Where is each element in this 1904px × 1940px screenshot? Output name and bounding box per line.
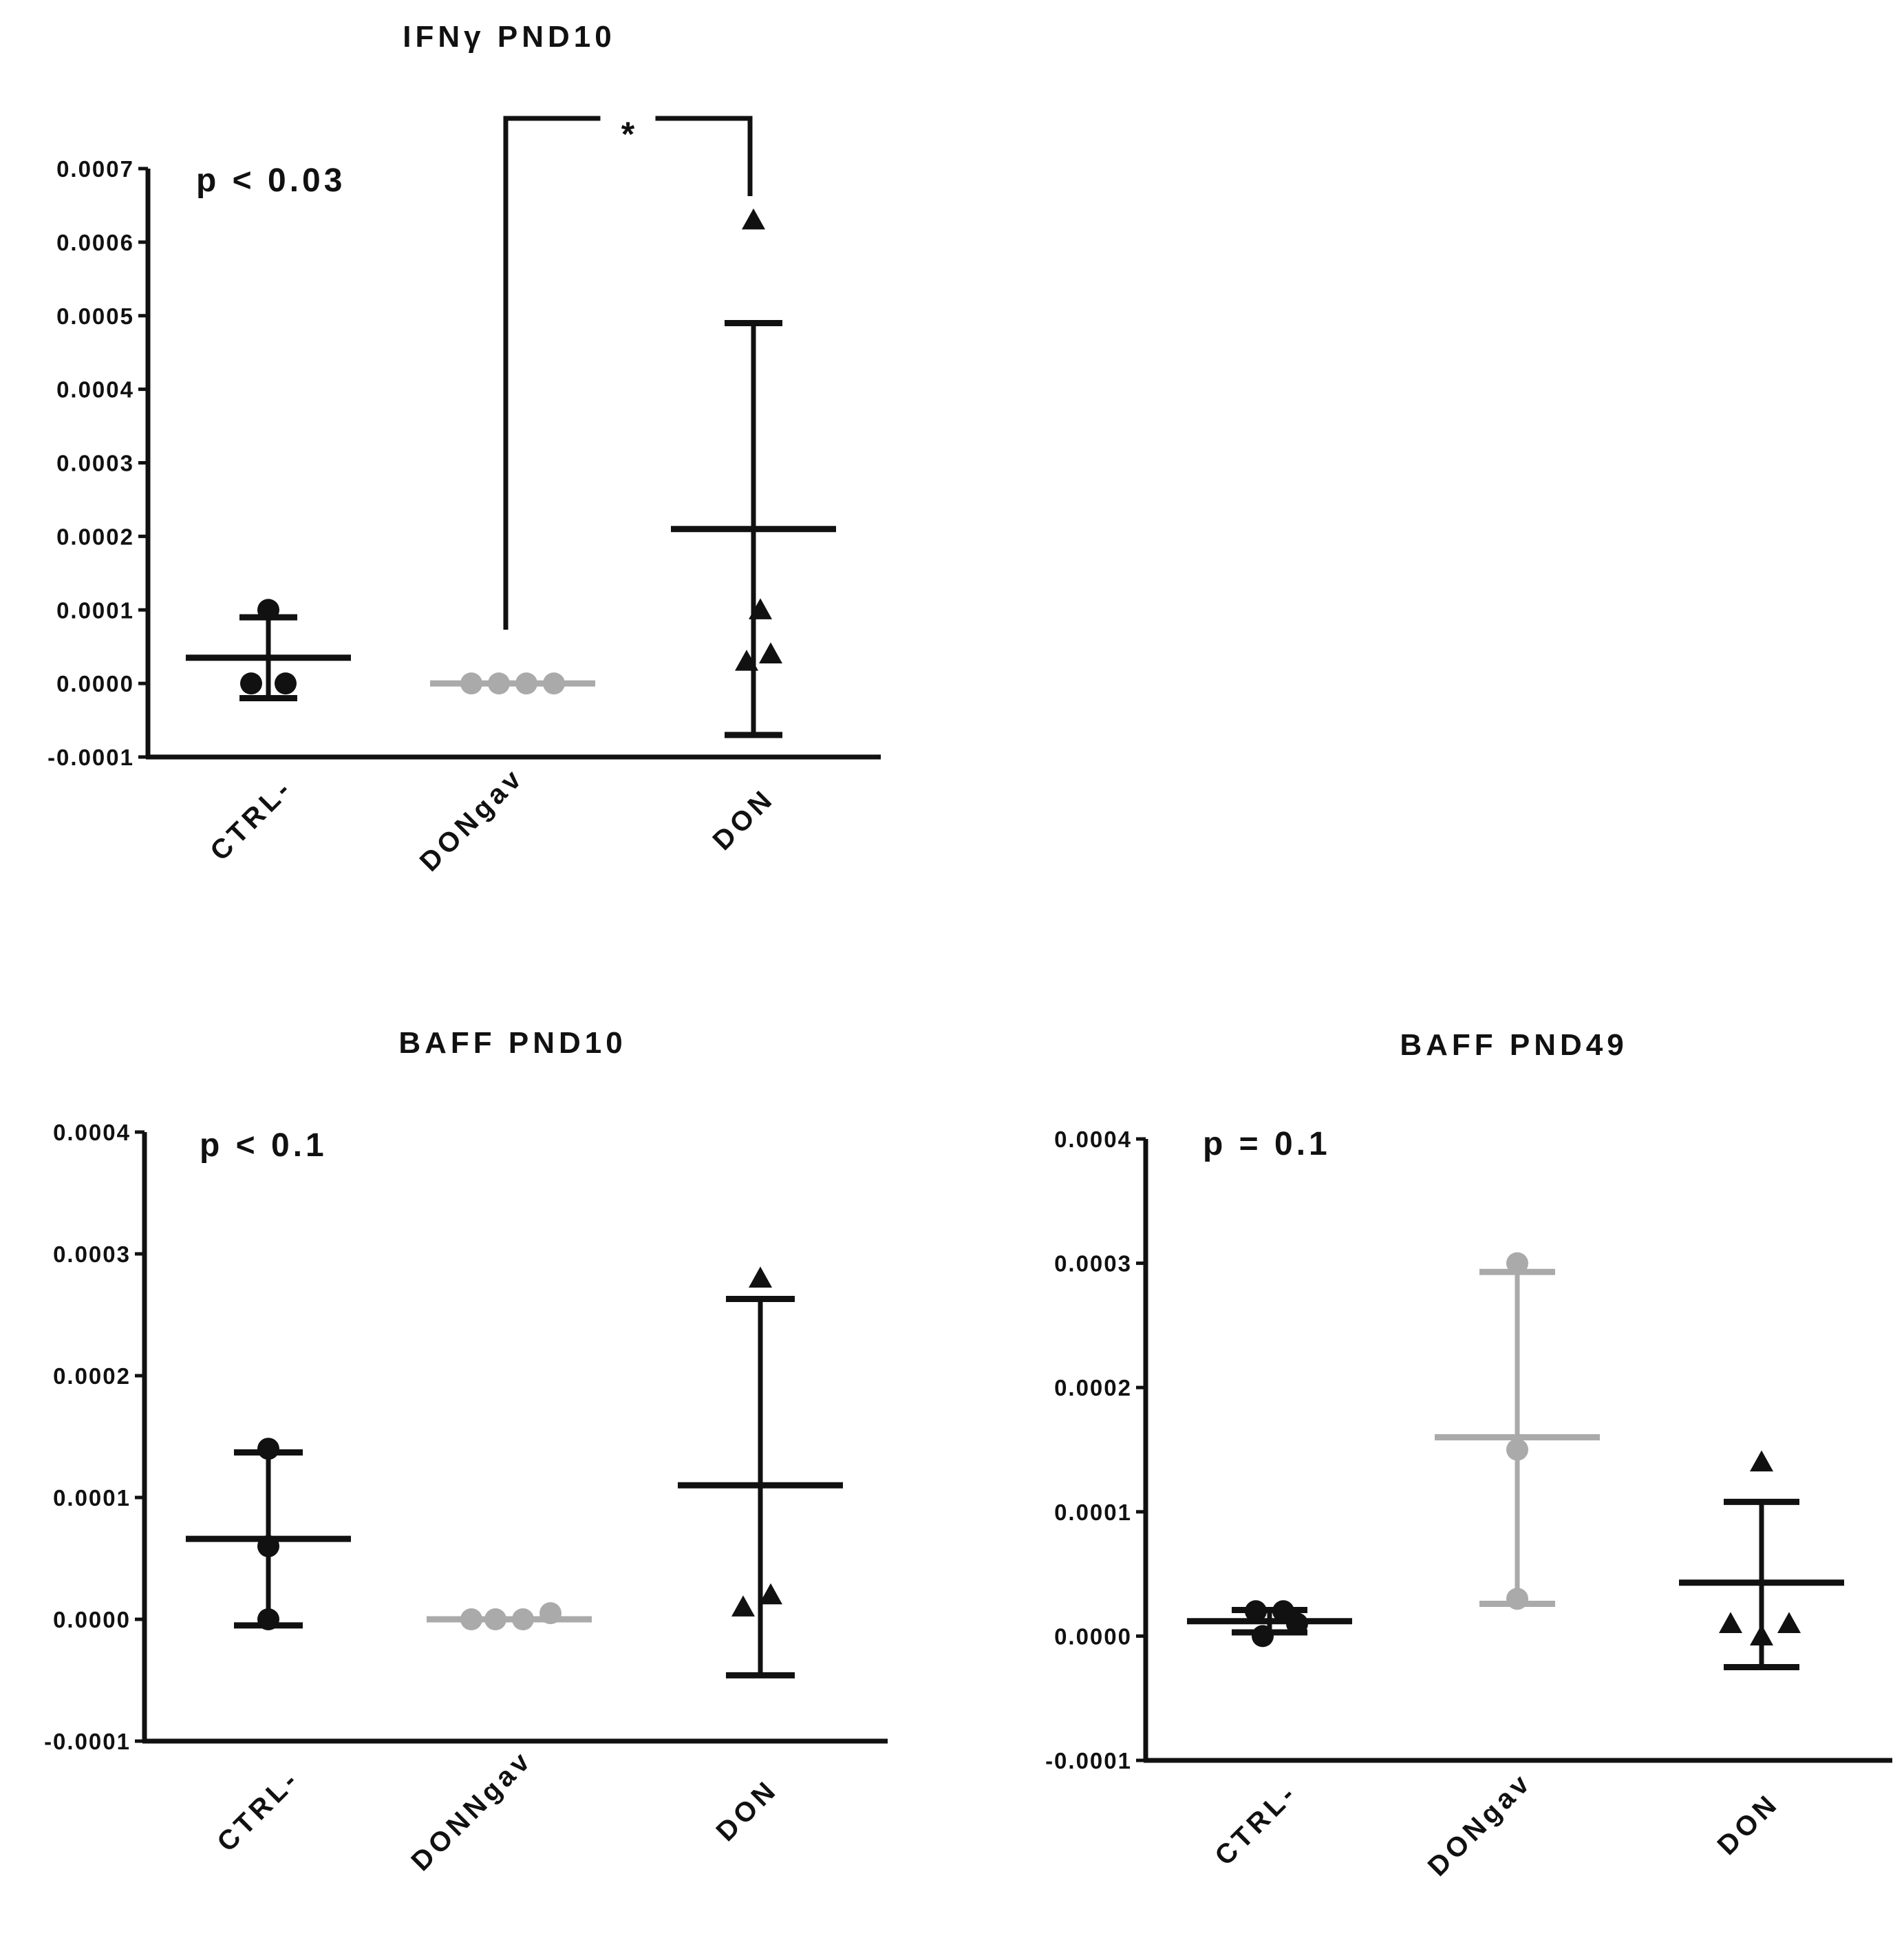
group-ctrl- [186, 1438, 351, 1630]
p-value-annotation: p = 0.1 [1203, 1126, 1331, 1162]
y-tick-label: 0.0001 [1054, 1500, 1132, 1525]
data-point-circle [1506, 1438, 1528, 1461]
data-point-circle [1506, 1588, 1528, 1610]
significance-bracket: * [503, 115, 753, 630]
y-tick-label: 0.0005 [56, 303, 134, 329]
p-value-annotation: p < 0.03 [196, 162, 345, 199]
group-dongav [430, 672, 595, 695]
data-point-triangle [759, 1583, 782, 1605]
data-point-circle [275, 672, 297, 695]
y-tick-label: 0.0001 [53, 1485, 131, 1511]
data-point-triangle [1719, 1612, 1742, 1633]
data-point-triangle [1750, 1450, 1773, 1472]
group-dongav [1435, 1252, 1600, 1610]
y-tick-label: 0.0004 [53, 1120, 131, 1145]
chart-title: BAFF PND10 [398, 1026, 626, 1060]
data-point-circle [1245, 1600, 1267, 1623]
group-ctrl- [1187, 1600, 1352, 1648]
bracket-right [655, 116, 753, 196]
y-tick-label: 0.0007 [56, 156, 134, 182]
y-tick-label: -0.0001 [47, 745, 134, 770]
data-point-triangle [731, 1595, 755, 1617]
p-value-annotation: p < 0.1 [200, 1127, 328, 1164]
y-tick-label: 0.0002 [53, 1363, 131, 1389]
y-tick-label: 0.0000 [53, 1607, 131, 1632]
y-tick-label: 0.0003 [1054, 1251, 1132, 1277]
data-point-triangle [742, 208, 765, 230]
data-point-circle [240, 672, 262, 695]
data-point-circle [257, 599, 279, 621]
group-don [678, 1266, 843, 1678]
data-point-circle [257, 1608, 279, 1630]
y-tick-label: 0.0003 [53, 1241, 131, 1267]
y-tick-label: 0.0000 [56, 671, 134, 696]
data-point-triangle [1750, 1624, 1773, 1645]
y-tick-label: 0.0000 [1054, 1623, 1132, 1649]
bracket-left [503, 116, 601, 630]
data-point-triangle [1777, 1612, 1801, 1633]
group-don [671, 208, 836, 738]
data-point-circle [1272, 1600, 1294, 1623]
data-point-triangle [749, 598, 772, 619]
y-tick-label: 0.0001 [56, 597, 134, 623]
y-tick-label: 0.0002 [1054, 1375, 1132, 1400]
chart-title: IFNγ PND10 [403, 20, 615, 54]
group-donngav [427, 1602, 592, 1630]
data-point-triangle [749, 1266, 772, 1288]
data-point-triangle [735, 650, 758, 671]
group-don [1679, 1450, 1844, 1671]
data-point-circle [257, 1438, 279, 1460]
y-tick-label: -0.0001 [44, 1729, 131, 1754]
y-tick-label: 0.0002 [56, 524, 134, 549]
chart-title: BAFF PND49 [1400, 1028, 1627, 1062]
data-point-triangle [759, 642, 782, 663]
group-ctrl- [186, 599, 351, 701]
data-point-circle [1252, 1625, 1274, 1648]
y-tick-label: -0.0001 [1045, 1748, 1132, 1773]
y-tick-label: 0.0006 [56, 230, 134, 255]
y-tick-label: 0.0004 [56, 377, 134, 403]
y-tick-label: 0.0003 [56, 451, 134, 476]
y-tick-label: 0.0004 [1054, 1127, 1132, 1152]
data-point-circle [1506, 1252, 1528, 1275]
significance-star: * [621, 115, 635, 153]
